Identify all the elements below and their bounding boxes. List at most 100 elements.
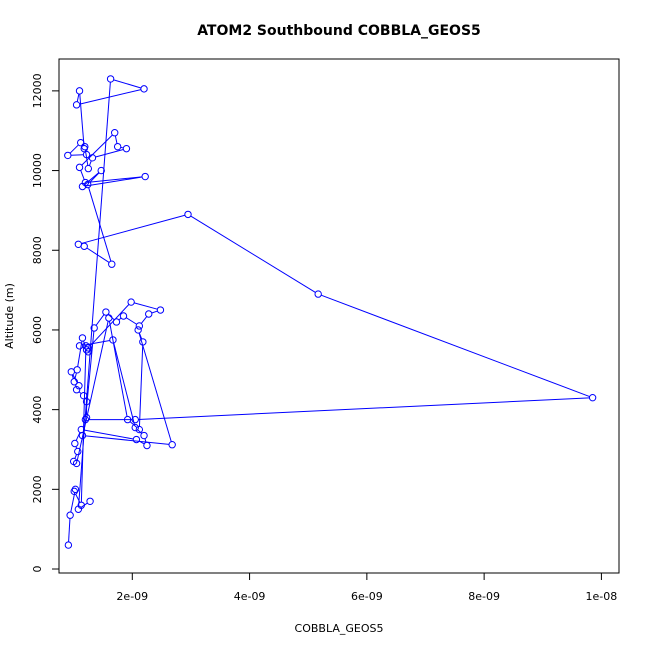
data-point bbox=[141, 172, 149, 181]
data-point bbox=[111, 129, 119, 137]
series-line-segment bbox=[81, 134, 113, 166]
y-tick-label: 2000 bbox=[31, 475, 44, 503]
x-tick-label: 8e-09 bbox=[468, 590, 500, 603]
data-point bbox=[123, 415, 132, 424]
data-point bbox=[184, 210, 192, 219]
x-tick-label: 4e-09 bbox=[234, 590, 266, 603]
series-line-segment bbox=[88, 187, 112, 262]
x-axis: 2e-09 4e-09 6e-09 8e-09 1e-08 bbox=[116, 572, 618, 603]
data-point bbox=[108, 260, 116, 268]
data-point bbox=[76, 138, 85, 147]
data-point bbox=[86, 497, 94, 505]
series-line-segment bbox=[113, 342, 135, 425]
data-point bbox=[84, 344, 93, 352]
data-point bbox=[588, 393, 597, 402]
data-point bbox=[81, 142, 89, 151]
series-line-segment bbox=[86, 247, 110, 263]
series-line-segment bbox=[89, 172, 100, 183]
x-tick-label: 1e-08 bbox=[586, 590, 618, 603]
data-point bbox=[139, 338, 147, 346]
series-line-segment bbox=[321, 294, 590, 398]
series-point-group bbox=[64, 75, 597, 549]
series-line-segment bbox=[140, 316, 148, 324]
data-point bbox=[314, 290, 322, 298]
data-point bbox=[82, 413, 91, 422]
series-line-segment bbox=[88, 176, 143, 183]
y-tick-label: 0 bbox=[31, 566, 44, 573]
series-line-segment bbox=[83, 340, 86, 348]
series-line-segment bbox=[75, 493, 81, 503]
y-tick-label: 4000 bbox=[31, 396, 44, 424]
series-line-segment bbox=[84, 429, 134, 440]
series-line-segment bbox=[84, 172, 100, 185]
data-point bbox=[64, 151, 72, 160]
y-axis: 0 2000 4000 6000 8000 10000 12000 bbox=[31, 73, 60, 573]
data-point bbox=[70, 378, 78, 386]
data-point bbox=[102, 308, 110, 316]
data-point bbox=[145, 310, 153, 318]
series-line-segment bbox=[70, 492, 76, 513]
data-point bbox=[140, 431, 148, 440]
x-tick-label: 6e-09 bbox=[351, 590, 383, 603]
data-point bbox=[78, 431, 87, 440]
data-point bbox=[127, 298, 135, 306]
x-tick-label: 2e-09 bbox=[116, 590, 148, 603]
y-tick-label: 6000 bbox=[31, 316, 44, 344]
series-line-segment bbox=[190, 215, 316, 293]
data-point bbox=[84, 180, 92, 189]
data-point bbox=[90, 324, 98, 332]
y-axis-title: Altitude (m) bbox=[3, 283, 16, 349]
series-line-segment bbox=[134, 302, 158, 310]
series-line-segment bbox=[95, 314, 105, 326]
series-line-segment bbox=[85, 331, 95, 417]
series-line-segment bbox=[85, 176, 143, 187]
data-point bbox=[119, 312, 128, 320]
data-point bbox=[73, 366, 81, 374]
series-line-segment bbox=[80, 349, 87, 503]
data-point bbox=[109, 336, 117, 344]
series-line-segment bbox=[138, 332, 172, 442]
series-line-segment bbox=[74, 454, 78, 459]
series-line-segment bbox=[88, 160, 92, 166]
data-point bbox=[74, 240, 83, 248]
data-point bbox=[77, 501, 85, 509]
series-line-segment bbox=[76, 321, 109, 461]
data-point bbox=[75, 382, 83, 390]
data-point bbox=[78, 334, 87, 342]
data-point bbox=[168, 440, 176, 449]
series-line-segment bbox=[138, 345, 144, 427]
series-line-segment bbox=[113, 79, 142, 89]
data-point bbox=[72, 101, 81, 109]
series-line-segment bbox=[71, 374, 74, 379]
data-point bbox=[66, 511, 74, 519]
series-line-segment bbox=[77, 340, 83, 367]
series-line-segment bbox=[79, 94, 85, 146]
data-point bbox=[131, 415, 139, 424]
y-tick-label: 8000 bbox=[31, 236, 44, 264]
series-line-segment bbox=[138, 397, 590, 420]
series-line-segment bbox=[70, 154, 84, 156]
data-point bbox=[82, 150, 91, 159]
data-point bbox=[82, 346, 91, 354]
data-point bbox=[72, 386, 81, 394]
data-point bbox=[81, 415, 90, 424]
data-point bbox=[97, 166, 105, 175]
data-point bbox=[156, 306, 165, 314]
data-point bbox=[79, 391, 88, 400]
data-point bbox=[82, 342, 90, 350]
series-line-segment bbox=[76, 93, 80, 102]
series-line-segment bbox=[78, 82, 111, 507]
series-line-segment bbox=[69, 144, 79, 154]
series-line-segment bbox=[85, 435, 170, 445]
data-point bbox=[75, 163, 84, 172]
data-point bbox=[71, 439, 79, 448]
x-axis-title: COBBLA_GEOS5 bbox=[295, 622, 384, 635]
data-point bbox=[140, 85, 148, 93]
data-point bbox=[135, 322, 144, 330]
series-line-segment bbox=[81, 214, 186, 244]
data-point bbox=[88, 154, 97, 162]
data-point bbox=[74, 447, 82, 456]
data-point bbox=[105, 314, 113, 322]
